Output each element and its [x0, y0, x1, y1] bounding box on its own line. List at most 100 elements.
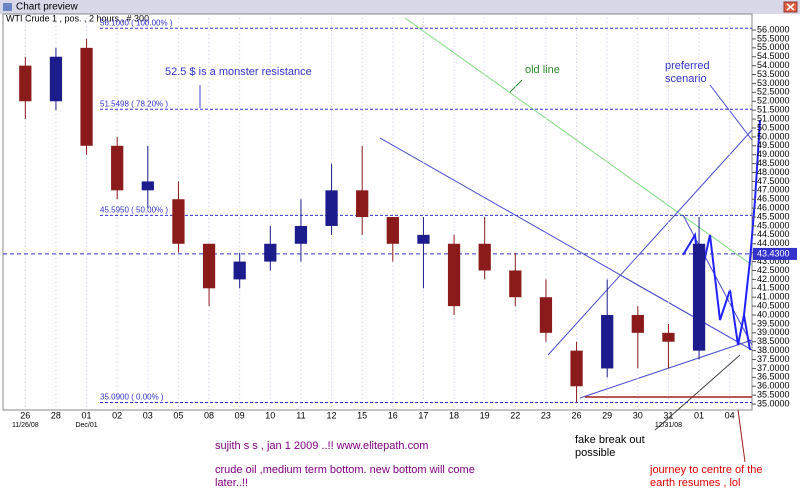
level-tag-label: 43.4300	[757, 248, 790, 258]
plot-area	[2, 13, 753, 411]
x-tick-label: 28	[51, 410, 61, 420]
x-tick-label: 19	[480, 410, 490, 420]
y-tick-label: 55.0000	[757, 42, 790, 52]
annotation: scenario	[665, 73, 707, 85]
y-tick-label: 38.5000	[757, 336, 790, 346]
y-tick-label: 36.0000	[757, 381, 790, 391]
y-tick-label: 45.5000	[757, 211, 790, 221]
y-tick-label: 42.5000	[757, 265, 790, 275]
y-tick-label: 40.5000	[757, 300, 790, 310]
y-tick-label: 52.0000	[757, 96, 790, 106]
pointer-line	[737, 409, 746, 463]
annotation: crude oil ,medium term bottom. new botto…	[215, 464, 475, 476]
y-tick-label: 50.0000	[757, 131, 790, 141]
x-tick-label: 31	[663, 410, 673, 420]
x-tick-label: 01	[82, 410, 92, 420]
candle-body	[692, 243, 706, 351]
y-tick-label: 47.0000	[757, 185, 790, 195]
pointer-line	[509, 79, 523, 93]
x-tick-label: 12	[327, 410, 337, 420]
y-tick-label: 41.5000	[757, 283, 790, 293]
y-tick-label: 35.0000	[757, 398, 790, 408]
y-tick-label: 39.0000	[757, 327, 790, 337]
y-tick-label: 47.5000	[757, 176, 790, 186]
date-label: Dec/01	[75, 422, 97, 429]
y-tick-label: 52.5000	[757, 87, 790, 97]
y-tick-label: 53.0000	[757, 78, 790, 88]
x-tick-label: 26	[20, 410, 30, 420]
annotation: preferred	[665, 60, 710, 72]
x-tick-label: 04	[725, 410, 735, 420]
candle-body	[294, 225, 308, 244]
candle-body	[356, 190, 369, 218]
window-title: Chart preview	[16, 2, 78, 13]
annotation: possible	[575, 447, 615, 459]
trend-line	[619, 274, 753, 351]
candle-body	[19, 65, 32, 102]
x-tick-label: 01	[694, 410, 704, 420]
y-tick-label: 40.0000	[757, 309, 790, 319]
y-tick-label: 54.0000	[757, 60, 790, 70]
level-tag	[753, 247, 797, 260]
x-tick-label: 08	[204, 410, 214, 420]
y-tick-label: 44.5000	[757, 229, 790, 239]
x-tick-label: 11	[296, 410, 305, 420]
x-tick-label: 26	[572, 410, 582, 420]
fib-label: 56.1000 ( 100.00% )	[100, 18, 173, 27]
title-bar	[0, 0, 800, 14]
close-icon	[786, 3, 795, 11]
x-tick-label: 18	[449, 410, 459, 420]
y-tick-label: 43.0000	[757, 256, 790, 266]
candle-body	[325, 190, 338, 226]
candle-body	[386, 217, 399, 244]
annotation: earth resumes , lol	[650, 477, 740, 489]
y-tick-label: 35.5000	[757, 390, 790, 400]
y-tick-label: 41.0000	[757, 292, 790, 302]
candle-body	[264, 243, 277, 262]
y-tick-label: 46.0000	[757, 203, 790, 213]
x-tick-label: 22	[510, 410, 520, 420]
y-tick-label: 56.0000	[757, 24, 790, 34]
fib-label: 45.5950 ( 50.00% )	[100, 205, 168, 214]
annotation: old line	[525, 64, 560, 76]
x-tick-label: 23	[541, 410, 551, 420]
projection-path	[743, 119, 761, 316]
candle-body	[662, 332, 675, 342]
chart-title: WTI Crude 1 , pos. , 2 hours , # 300	[6, 13, 149, 23]
candle-body	[509, 270, 522, 298]
candle-body	[539, 297, 553, 333]
y-tick-label: 46.5000	[757, 194, 790, 204]
candle-body	[202, 243, 216, 289]
annotation: later..!!	[215, 477, 248, 489]
old-line	[404, 17, 753, 266]
y-tick-label: 48.0000	[757, 167, 790, 177]
candle-body	[417, 234, 430, 244]
annotation: sujith s s , jan 1 2009 ..!! www.elitepa…	[215, 440, 428, 452]
y-tick-label: 45.0000	[757, 220, 790, 230]
x-tick-label: 17	[418, 410, 428, 420]
candle-body	[141, 181, 154, 191]
x-tick-label: 05	[173, 410, 183, 420]
candle-body	[478, 243, 491, 271]
pointer-line	[654, 354, 741, 431]
y-tick-label: 37.0000	[757, 363, 790, 373]
candle-body	[172, 199, 185, 244]
candle-body	[447, 243, 461, 307]
y-tick-label: 49.5000	[757, 140, 790, 150]
y-tick-label: 36.5000	[757, 372, 790, 382]
candle-body	[233, 261, 246, 280]
candle-body	[111, 145, 124, 191]
y-tick-label: 55.5000	[757, 33, 790, 43]
annotation: journey to centre of the	[649, 464, 763, 476]
date-label: 11/26/08	[12, 422, 39, 429]
y-tick-label: 42.0000	[757, 274, 790, 284]
y-tick-label: 37.5000	[757, 354, 790, 364]
x-tick-label: 03	[143, 410, 153, 420]
x-tick-label: 10	[265, 410, 275, 420]
y-tick-label: 49.0000	[757, 149, 790, 159]
candle-body	[49, 56, 63, 102]
trend-line	[709, 84, 753, 141]
candle-body	[631, 315, 644, 333]
trend-line	[579, 339, 753, 399]
x-tick-label: 02	[112, 410, 122, 420]
